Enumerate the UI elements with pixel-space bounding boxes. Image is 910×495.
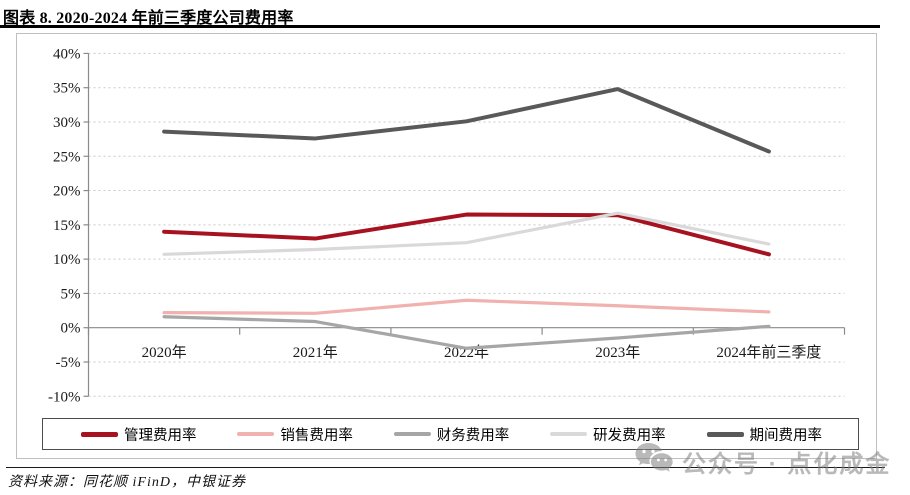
- svg-text:-10%: -10%: [48, 389, 81, 405]
- svg-text:2023年: 2023年: [595, 344, 640, 361]
- svg-text:15%: 15%: [53, 218, 81, 234]
- svg-text:0%: 0%: [61, 321, 81, 337]
- svg-text:2020年: 2020年: [142, 344, 187, 361]
- svg-text:30%: 30%: [53, 115, 81, 131]
- legend-swatch: [550, 432, 588, 436]
- series-line-0: [162, 212, 771, 257]
- y-axis-labels: -10% -5% 0% 5% 10% 15% 20% 25% 30% 35% 40%: [48, 46, 81, 405]
- chart-legend: 管理费用率 销售费用率 财务费用率 研发费用率 期间费用率: [42, 418, 859, 450]
- legend-label: 管理费用率: [124, 427, 197, 444]
- figure-title: 图表 8. 2020-2024 年前三季度公司费用率: [3, 10, 294, 27]
- series-line-3: [162, 211, 771, 256]
- svg-text:2021年: 2021年: [293, 344, 338, 361]
- legend-label: 销售费用率: [280, 427, 353, 444]
- x-axis-labels: 2020年 2021年 2022年 2023年 2024年前三季度: [142, 344, 822, 361]
- series-line-1: [162, 298, 771, 315]
- title-underline: [0, 25, 880, 28]
- svg-text:40%: 40%: [53, 46, 81, 62]
- legend-item-1: 销售费用率: [237, 424, 353, 445]
- legend-item-3: 研发费用率: [550, 424, 666, 445]
- legend-swatch: [706, 431, 744, 437]
- svg-text:10%: 10%: [53, 252, 81, 268]
- legend-item-2: 财务费用率: [393, 424, 510, 445]
- source-divider: [6, 467, 885, 468]
- source-note: 资料来源：同花顺 iFinD，中银证券: [8, 475, 246, 490]
- legend-item-0: 管理费用率: [81, 424, 197, 445]
- legend-item-4: 期间费用率: [706, 424, 823, 445]
- svg-text:25%: 25%: [53, 149, 81, 165]
- series-line-4: [162, 87, 771, 154]
- line-chart: -10% -5% 0% 5% 10% 15% 20% 25% 30% 35% 40% 2020年 202…: [48, 46, 846, 405]
- svg-text:2024年前三季度: 2024年前三季度: [716, 344, 821, 361]
- legend-swatch: [393, 432, 431, 436]
- gridlines: [88, 52, 845, 397]
- legend-swatch: [237, 432, 275, 436]
- legend-label: 期间费用率: [749, 427, 823, 444]
- svg-text:-5%: -5%: [56, 355, 81, 371]
- legend-swatch: [81, 431, 118, 437]
- legend-label: 财务费用率: [436, 427, 510, 444]
- legend-label: 研发费用率: [593, 427, 666, 444]
- svg-text:35%: 35%: [53, 81, 81, 97]
- series-line-2: [162, 315, 771, 350]
- svg-text:5%: 5%: [61, 286, 81, 302]
- svg-text:20%: 20%: [53, 184, 81, 200]
- chart-frame: -10% -5% 0% 5% 10% 15% 20% 25% 30% 35% 40% 2020年 202…: [16, 33, 877, 459]
